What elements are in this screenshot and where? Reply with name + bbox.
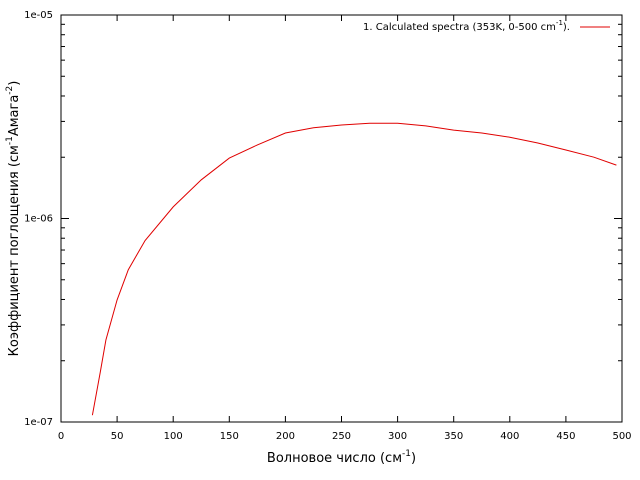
x-tick-label: 100 bbox=[164, 431, 183, 442]
y-tick-label: 1e-05 bbox=[24, 10, 53, 21]
x-tick-label: 450 bbox=[556, 431, 575, 442]
y-tick-label: 1e-07 bbox=[24, 417, 53, 428]
superscript: -2 bbox=[5, 86, 15, 95]
x-tick-label: 350 bbox=[444, 431, 463, 442]
label-part: Амага bbox=[7, 95, 22, 136]
y-tick-label: 1e-06 bbox=[24, 214, 53, 225]
x-tick-label: 300 bbox=[388, 431, 407, 442]
label-part: Коэффициент поглощения (см bbox=[7, 145, 22, 356]
x-tick-label: 250 bbox=[332, 431, 351, 442]
x-axis-label: Волновое число (см-1) bbox=[267, 449, 416, 466]
x-tick-label: 200 bbox=[276, 431, 295, 442]
x-tick-label: 400 bbox=[500, 431, 519, 442]
y-axis-label: Коэффициент поглощения (см-1Амага-2) bbox=[5, 81, 22, 357]
legend-label: 1. Calculated spectra (353K, 0-500 cm-1)… bbox=[363, 19, 570, 33]
label-part: ). bbox=[563, 22, 570, 33]
x-tick-label: 150 bbox=[220, 431, 239, 442]
label-part: Волновое число (см bbox=[267, 451, 402, 466]
label-part: 1. Calculated spectra (353K, 0-500 cm bbox=[363, 22, 556, 33]
superscript: -1 bbox=[5, 136, 15, 145]
superscript: -1 bbox=[402, 449, 411, 459]
label-part: ) bbox=[411, 451, 416, 466]
data-line bbox=[91, 122, 617, 416]
plot-frame bbox=[60, 14, 623, 423]
x-tick-label: 0 bbox=[58, 431, 64, 442]
x-tick-label: 500 bbox=[612, 431, 631, 442]
label-part: ) bbox=[7, 81, 22, 86]
superscript: -1 bbox=[556, 19, 563, 27]
x-tick-label: 50 bbox=[111, 431, 124, 442]
